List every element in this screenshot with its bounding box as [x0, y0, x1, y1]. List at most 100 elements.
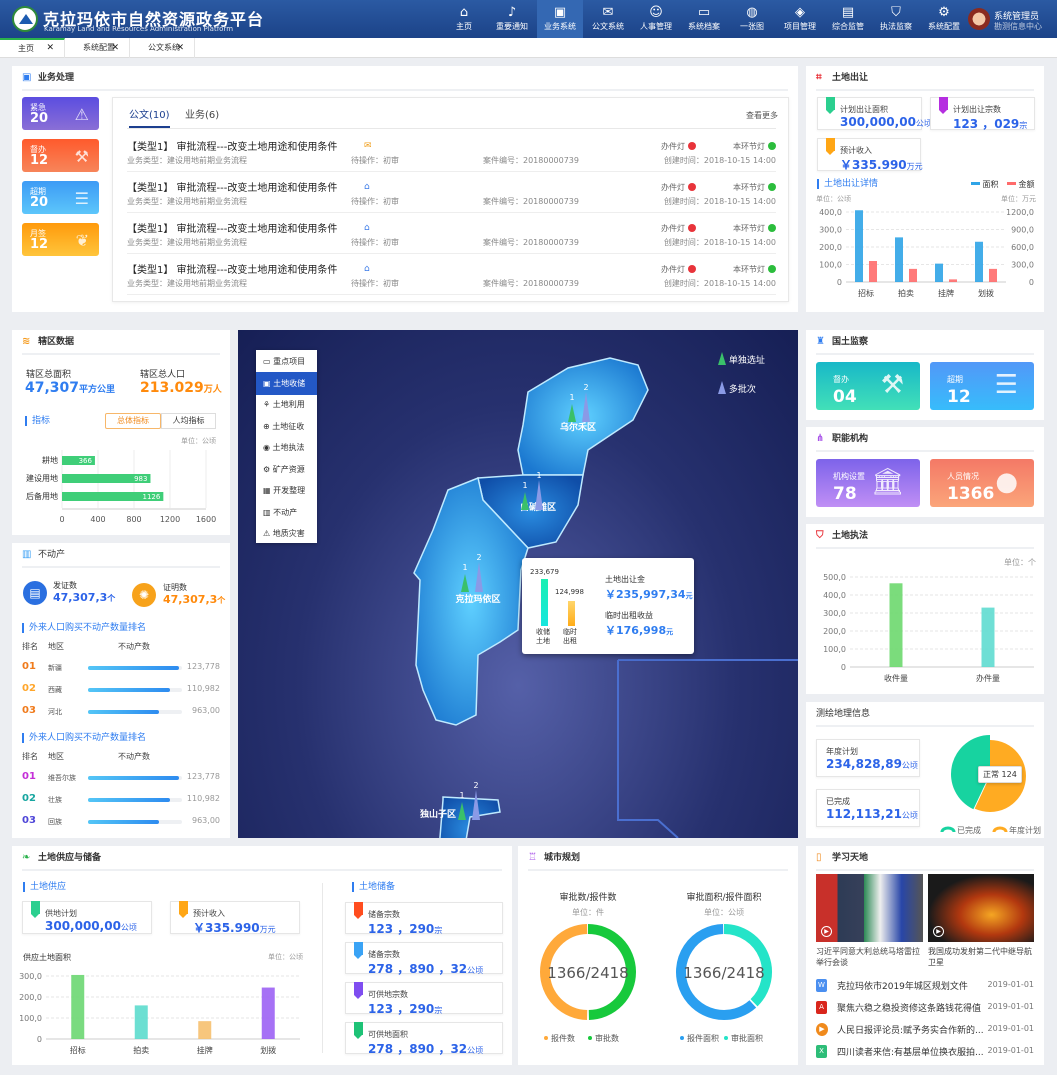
avatar[interactable]	[968, 8, 990, 30]
map-view[interactable]: 乌尔禾区12白碱滩区11克拉玛依区12独山子区12 ▭ 重点项目▣ 土地收储⚘ …	[238, 330, 798, 838]
stat-card[interactable]: 超期 20 ☰	[22, 181, 99, 214]
stat-card[interactable]: 督办 12 ⚒	[22, 139, 99, 172]
tab-item[interactable]: 主页 ✕	[0, 38, 65, 58]
video-thumbnail[interactable]: ▶	[816, 874, 923, 942]
bar-建设用地	[62, 474, 151, 483]
toggle-total[interactable]: 总体指标	[105, 413, 161, 429]
layer-menu-item[interactable]: ⚙ 矿产资源	[263, 464, 305, 474]
district-chart: 0 400 800 1200 1600 耕地 366 建设用地 983 后备用地 1126	[26, 450, 216, 524]
legend-swatch	[992, 826, 1008, 833]
bar1-value: 233,679	[530, 568, 559, 576]
donut-segment-报件面积	[676, 924, 757, 1020]
district-map[interactable]: 乌尔禾区12白碱滩区11克拉玛依区12独山子区12	[238, 330, 798, 838]
layer-menu-item[interactable]: ▥ 不动产	[263, 507, 298, 517]
news-item[interactable]: X 四川读者来信:有基层单位换衣服拍... 2019-01-01	[816, 1043, 1034, 1063]
layer-menu-item[interactable]: ⊕ 土地征收	[263, 421, 305, 431]
layer-menu-item[interactable]: ◉ 土地执法	[263, 443, 305, 452]
nav-10[interactable]: ⚙ 系统配置	[921, 0, 967, 38]
item-title[interactable]: 【类型1】 审批流程---改变土地用途和使用条件	[127, 142, 338, 153]
green-cone-marker	[458, 802, 466, 820]
list-item[interactable]: 【类型1】 审批流程---改变土地用途和使用条件 ⌂ 办件灯 本环节灯 业务类型…	[127, 172, 776, 213]
tab-documents[interactable]: 公文(10)	[129, 106, 170, 128]
bar1-label: 收储 土地	[536, 628, 550, 645]
district-panel: ≋ 辖区数据 辖区总面积 47,307平方公里 辖区总人口 213.029万人 指…	[12, 330, 230, 535]
y-tick-label: 200,0	[823, 627, 846, 636]
stat-card: 计划出让宗数 123 ，029宗	[930, 97, 1035, 131]
marker-count: 1	[522, 481, 527, 490]
district-克拉玛依区	[413, 476, 529, 726]
layer-menu-item[interactable]: ▭ 重点项目	[263, 357, 306, 366]
nav-3[interactable]: ✉ 公文系统	[585, 0, 631, 38]
stat-card[interactable]: 人员情况 1366 ●	[930, 459, 1034, 507]
ribbon-icon	[939, 97, 948, 114]
list-item[interactable]: 【类型1】 审批流程---改变土地用途和使用条件 ✉ 办件灯 本环节灯 业务类型…	[127, 131, 776, 172]
stat-card[interactable]: 月签 12 ❦	[22, 223, 99, 256]
play-icon[interactable]: ▶	[933, 926, 944, 937]
layer-menu-item[interactable]: ⚘ 土地利用	[263, 400, 305, 409]
x-tick-label: 0	[59, 515, 64, 524]
news-item[interactable]: A 聚焦六稳之稳投资修这条路钱花得值 2019-01-01	[816, 999, 1034, 1019]
item-type: 业务类型：建设用地前期业务流程	[127, 279, 247, 288]
close-icon[interactable]: ✕	[176, 43, 184, 53]
news-item[interactable]: ▶ 人民日报评论员:赋予务实合作新的... 2019-01-01	[816, 1021, 1034, 1041]
x-tick-label: 挂牌	[938, 288, 954, 298]
stage-lamp: 本环节灯	[733, 264, 776, 275]
blue-cone-marker	[475, 562, 483, 592]
bar-办件量	[981, 607, 995, 667]
video-caption[interactable]: 习近平同意大利总统马塔雷拉举行会谈	[816, 947, 920, 967]
item-title[interactable]: 【类型1】 审批流程---改变土地用途和使用条件	[127, 265, 338, 276]
user-name[interactable]: 系统管理员	[994, 12, 1040, 22]
ribbon-icon	[826, 97, 835, 114]
person-icon: ☺	[649, 5, 663, 20]
org-panel: ⋔ 职能机构 机构设置 78 🏛 人员情况 1366 ●	[806, 427, 1044, 517]
nav-5[interactable]: ▭ 系统档案	[681, 0, 727, 38]
play-icon[interactable]: ▶	[821, 926, 832, 937]
close-icon[interactable]: ✕	[46, 43, 54, 53]
layer-menu-item[interactable]: ▣ 土地收储	[256, 371, 317, 395]
nav-4[interactable]: ☺ 人事管理	[633, 0, 679, 38]
nav-9[interactable]: ⛉ 执法监察	[873, 0, 919, 38]
area-label: 辖区总面积	[26, 370, 72, 380]
x-tick-label: 挂牌	[197, 1045, 213, 1055]
stat-card[interactable]: 机构设置 78 🏛	[816, 459, 920, 507]
ribbon-icon	[826, 138, 835, 155]
nav-6[interactable]: ◍ 一张图	[729, 0, 775, 38]
list-item[interactable]: 【类型1】 审批流程---改变土地用途和使用条件 ⌂ 办件灯 本环节灯 业务类型…	[127, 254, 776, 295]
stat-card[interactable]: 督办 04 ⚒	[816, 362, 920, 410]
rank-row: 03 回族 963,00	[22, 815, 220, 826]
video-thumbnail[interactable]: ▶	[928, 874, 1034, 942]
list-item[interactable]: 【类型1】 审批流程---改变土地用途和使用条件 ⌂ 办件灯 本环节灯 业务类型…	[127, 213, 776, 254]
nav-2[interactable]: ▣ 业务系统	[537, 0, 583, 38]
tab-business[interactable]: 业务(6)	[185, 110, 220, 121]
district-label: 克拉玛依区	[455, 593, 500, 605]
layer-menu-item[interactable]: ⚠ 地质灾害	[263, 529, 305, 538]
toggle-per-capita[interactable]: 人均指标	[161, 413, 216, 429]
blue-cone-marker	[535, 480, 543, 510]
nav-1[interactable]: ♪ 重要通知	[489, 0, 535, 38]
hazard-icon: ⚠	[263, 529, 271, 538]
stat-card[interactable]: 紧急 20 ⚠	[22, 97, 99, 130]
news-item[interactable]: W 克拉玛依市2019年城区规划文件 2019-01-01	[816, 977, 1034, 997]
y2-tick-label: 600,0	[1011, 243, 1034, 252]
y2-tick-label: 1200,0	[1006, 208, 1034, 217]
view-more-link[interactable]: 查看更多	[746, 111, 778, 120]
y-tick-label: 0	[37, 1035, 42, 1044]
person-icon: ●	[995, 467, 1018, 497]
video-caption[interactable]: 我国成功发射第二代中继导航卫星	[928, 947, 1032, 967]
y-tick-label: 100,0	[823, 645, 846, 654]
district-popup: 233,679 收储 土地 124,998 临时 出租 土地出让金 ￥235,9…	[522, 558, 694, 654]
stat-card[interactable]: 超期 12 ☰	[930, 362, 1034, 410]
close-icon[interactable]: ✕	[111, 43, 119, 53]
tab-item[interactable]: 系统配置 ✕	[65, 38, 130, 58]
item-title[interactable]: 【类型1】 审批流程---改变土地用途和使用条件	[127, 183, 338, 194]
item-title[interactable]: 【类型1】 审批流程---改变土地用途和使用条件	[127, 224, 338, 235]
layer-menu-item[interactable]: ▦ 开发整理	[263, 486, 306, 495]
tab-item[interactable]: 公文系统 ✕	[130, 38, 195, 58]
nav-7[interactable]: ◈ 项目管理	[777, 0, 823, 38]
top-header: 克拉玛依市自然资源政务平台 Karamay Land and Resources…	[0, 0, 1057, 38]
rank-row: 02 西藏 110,982	[22, 683, 220, 694]
nav-8[interactable]: ▤ 综合监管	[825, 0, 871, 38]
stored-land-bar	[541, 579, 548, 626]
section-title: 土地供应	[23, 882, 66, 892]
nav-0[interactable]: ⌂ 主页	[441, 0, 487, 38]
